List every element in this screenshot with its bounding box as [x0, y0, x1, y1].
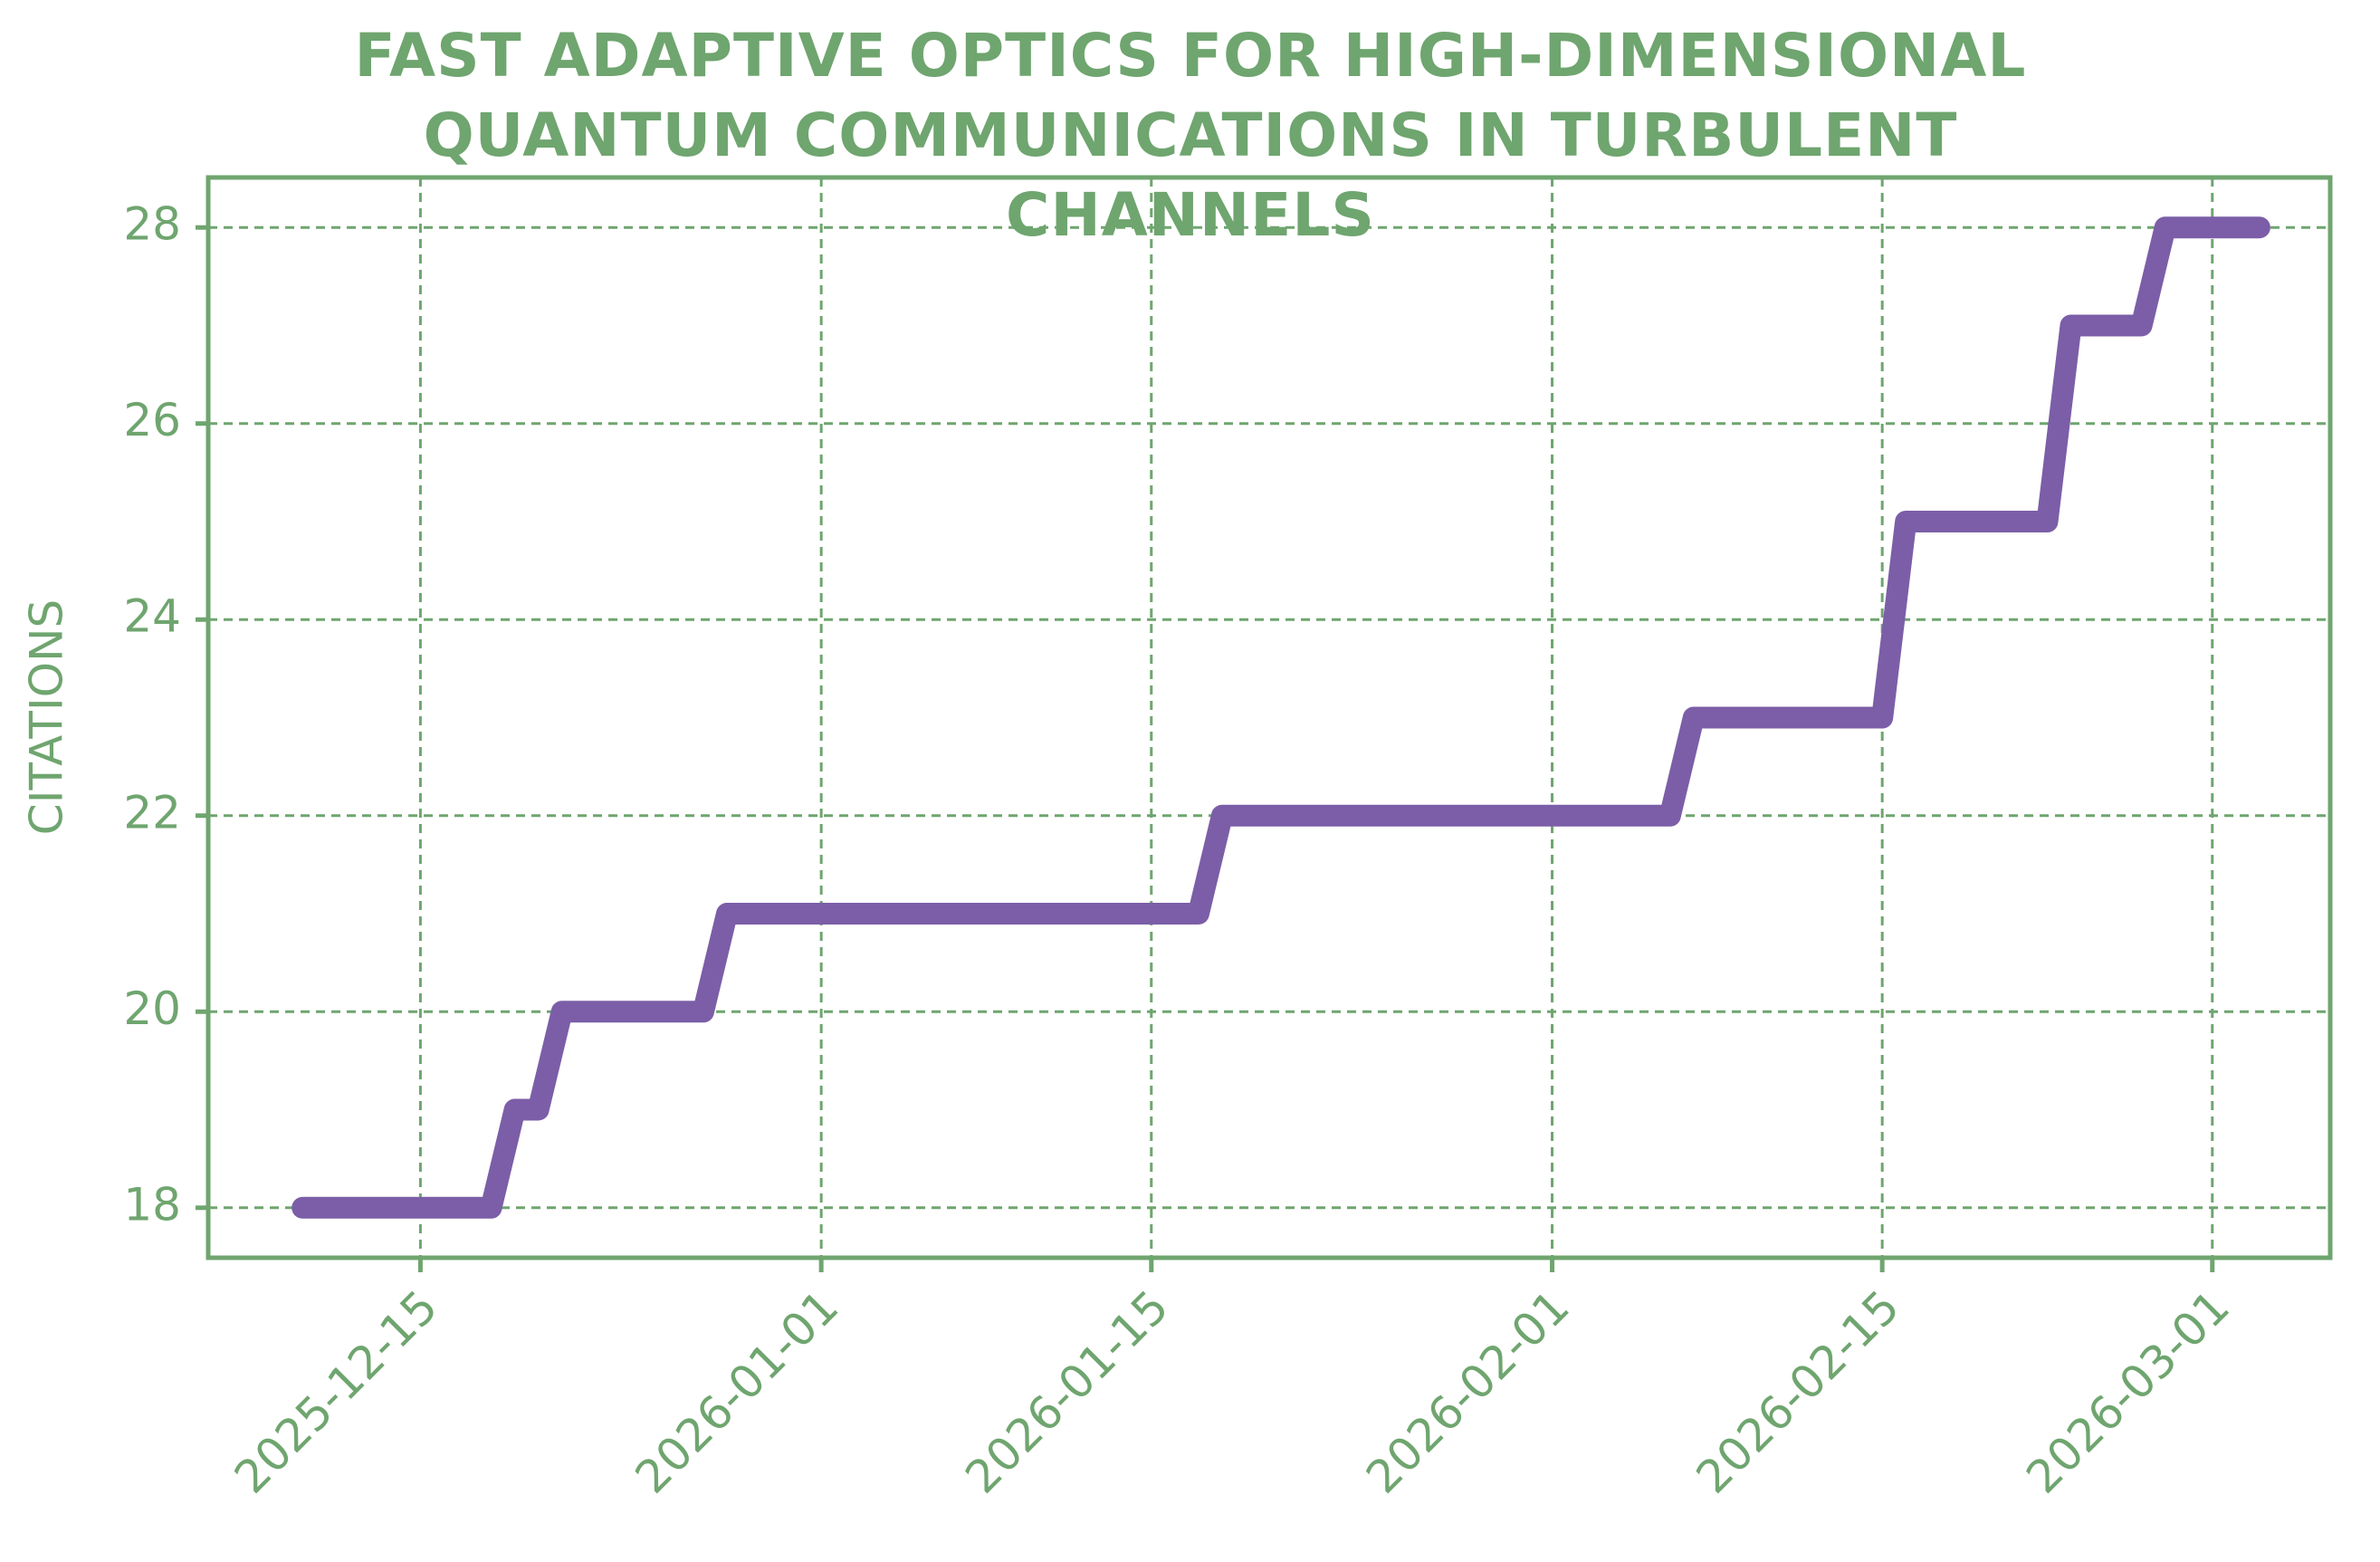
x-tick-label: 2026-01-15: [955, 1280, 1178, 1503]
x-tick-label: 2026-02-01: [1356, 1280, 1579, 1503]
x-tick-label: 2026-03-01: [2016, 1280, 2239, 1503]
chart-title: FAST ADAPTIVE OPTICS FOR HIGH-DIMENSIONA…: [354, 21, 2027, 250]
data-line: [292, 216, 2270, 1219]
x-tick-label: 2026-02-15: [1687, 1280, 1909, 1503]
plot-frame: [206, 175, 2333, 1260]
y-tick-label: 18: [123, 1178, 181, 1231]
y-tick-label: 26: [123, 394, 181, 446]
y-tick-label: 20: [123, 982, 181, 1035]
x-tick-label: 2025-12-15: [225, 1280, 447, 1503]
y-axis-label: CITATIONS: [21, 599, 73, 835]
y-tick-label: 28: [123, 198, 181, 251]
x-tick-label: 2026-01-01: [626, 1280, 848, 1503]
y-tick-label: 22: [123, 786, 181, 838]
y-tick-label: 24: [123, 590, 181, 643]
